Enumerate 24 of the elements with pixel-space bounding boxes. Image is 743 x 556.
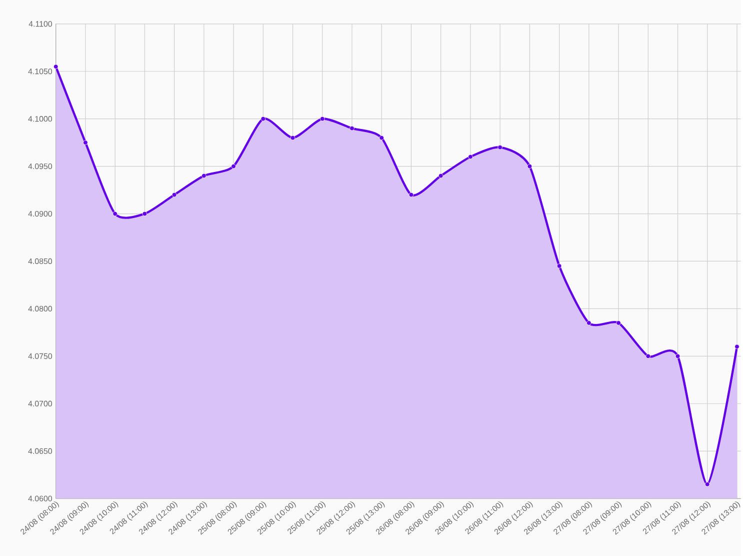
point <box>556 263 562 268</box>
point <box>498 144 502 150</box>
point <box>112 211 118 216</box>
point <box>202 173 206 178</box>
point <box>379 135 384 140</box>
point <box>260 116 266 122</box>
point <box>53 64 58 69</box>
point <box>675 354 680 358</box>
point <box>142 211 148 216</box>
point <box>734 344 740 349</box>
point <box>616 320 621 326</box>
point <box>408 192 414 197</box>
point <box>172 192 177 197</box>
point <box>83 140 88 145</box>
point <box>350 126 354 131</box>
point <box>438 173 444 178</box>
point <box>468 154 473 160</box>
point <box>231 164 236 168</box>
point <box>704 482 710 487</box>
point <box>646 354 651 358</box>
point <box>320 116 325 122</box>
point <box>290 135 296 140</box>
point <box>586 320 592 326</box>
point <box>527 164 532 168</box>
